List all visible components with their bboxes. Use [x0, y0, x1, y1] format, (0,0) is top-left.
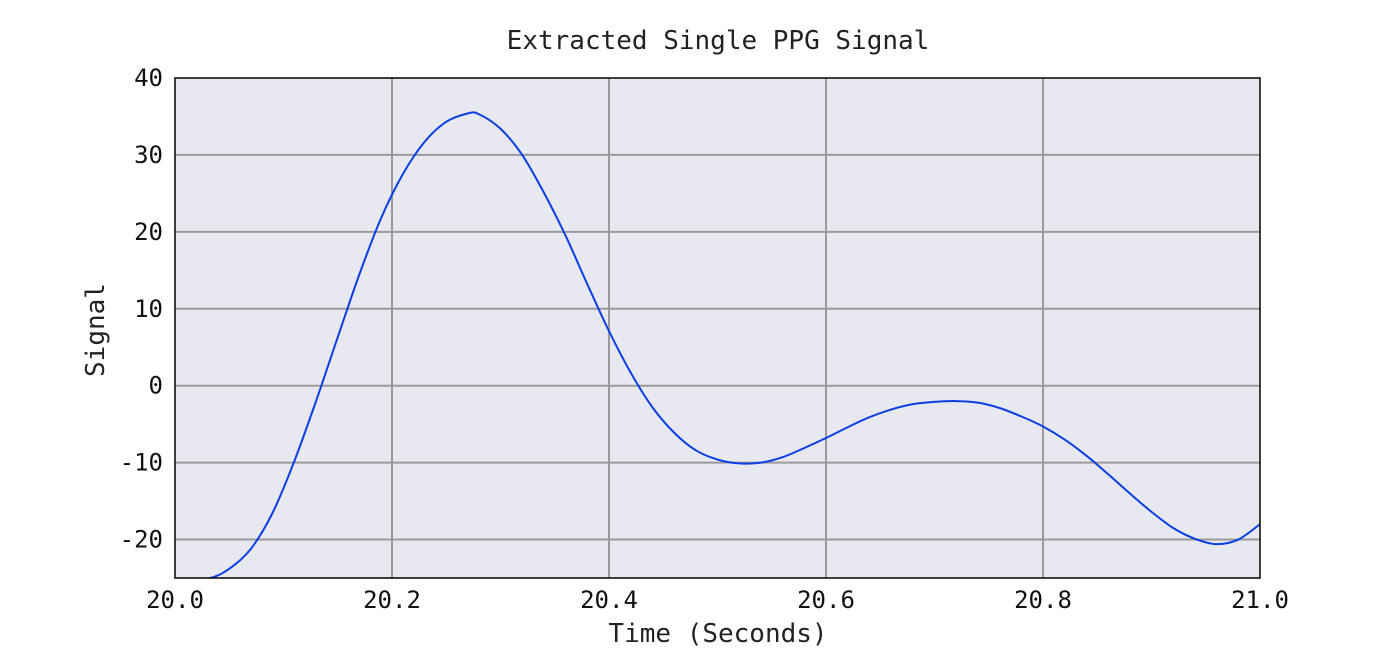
y-tick-label: 40 [134, 64, 163, 92]
y-tick-label: 20 [134, 218, 163, 246]
y-tick-label: -10 [120, 449, 163, 477]
x-axis: 20.0 20.2 20.4 20.6 20.8 21.0 [146, 586, 1289, 614]
x-axis-label: Time (Seconds) [608, 619, 827, 649]
chart-title: Extracted Single PPG Signal [507, 26, 930, 56]
y-tick-label: 30 [134, 141, 163, 169]
x-tick-label: 20.8 [1014, 586, 1072, 614]
grid-lines [175, 78, 1260, 578]
x-tick-label: 21.0 [1231, 586, 1289, 614]
x-tick-label: 20.6 [797, 586, 855, 614]
y-axis: -20 -10 0 10 20 30 40 [120, 64, 163, 554]
y-tick-label: 10 [134, 295, 163, 323]
y-tick-label: -20 [120, 526, 163, 554]
x-tick-label: 20.4 [580, 586, 638, 614]
x-tick-label: 20.0 [146, 586, 204, 614]
series-layer [206, 111, 1260, 578]
y-tick-label: 0 [149, 372, 163, 400]
plot-frame [174, 77, 1261, 579]
ppg-signal-line [206, 111, 1260, 578]
x-tick-label: 20.2 [363, 586, 421, 614]
y-axis-label: Signal [81, 283, 111, 377]
plot-area [175, 78, 1260, 578]
